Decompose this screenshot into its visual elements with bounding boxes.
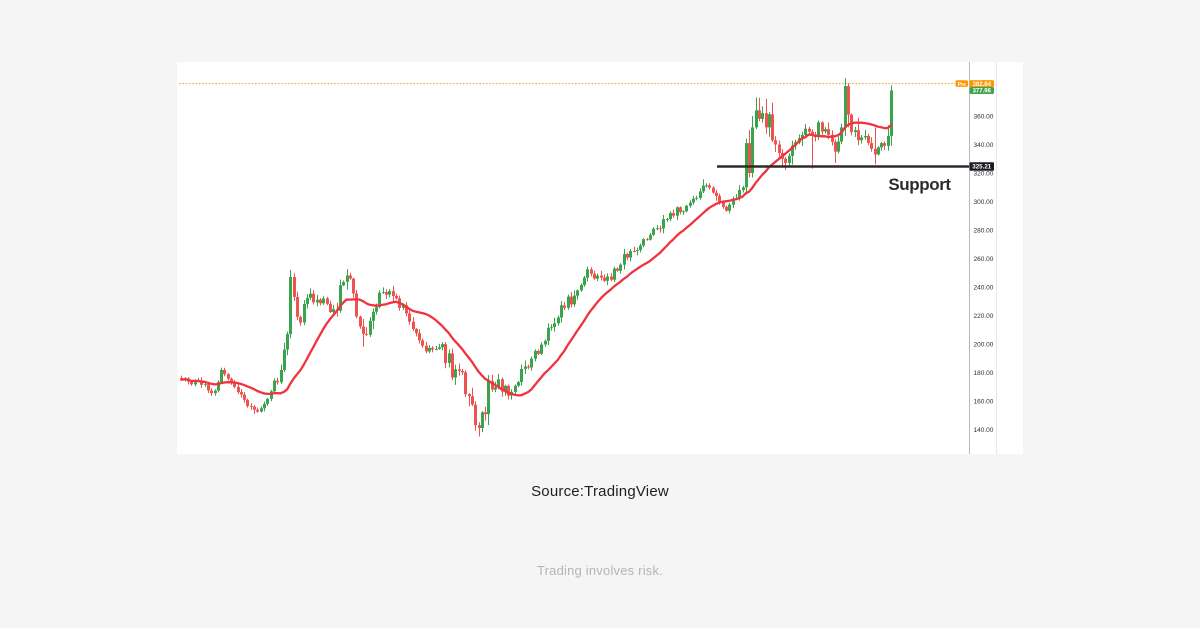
svg-text:300.00: 300.00 bbox=[974, 199, 994, 206]
svg-text:340.00: 340.00 bbox=[974, 142, 994, 149]
svg-text:180.00: 180.00 bbox=[974, 370, 994, 377]
svg-text:360.00: 360.00 bbox=[974, 114, 994, 121]
svg-text:Support: Support bbox=[888, 175, 951, 194]
svg-text:160.00: 160.00 bbox=[974, 398, 994, 405]
svg-text:377.96: 377.96 bbox=[973, 89, 992, 95]
svg-text:280.00: 280.00 bbox=[974, 228, 994, 235]
svg-text:325.21: 325.21 bbox=[972, 164, 991, 171]
svg-text:Pre: Pre bbox=[958, 82, 966, 88]
svg-text:382.84: 382.84 bbox=[973, 82, 992, 88]
svg-text:320.00: 320.00 bbox=[974, 171, 994, 178]
svg-text:240.00: 240.00 bbox=[974, 284, 994, 291]
svg-text:260.00: 260.00 bbox=[974, 256, 994, 263]
svg-text:200.00: 200.00 bbox=[974, 341, 994, 348]
svg-text:140.00: 140.00 bbox=[974, 427, 994, 434]
svg-text:220.00: 220.00 bbox=[974, 313, 994, 320]
